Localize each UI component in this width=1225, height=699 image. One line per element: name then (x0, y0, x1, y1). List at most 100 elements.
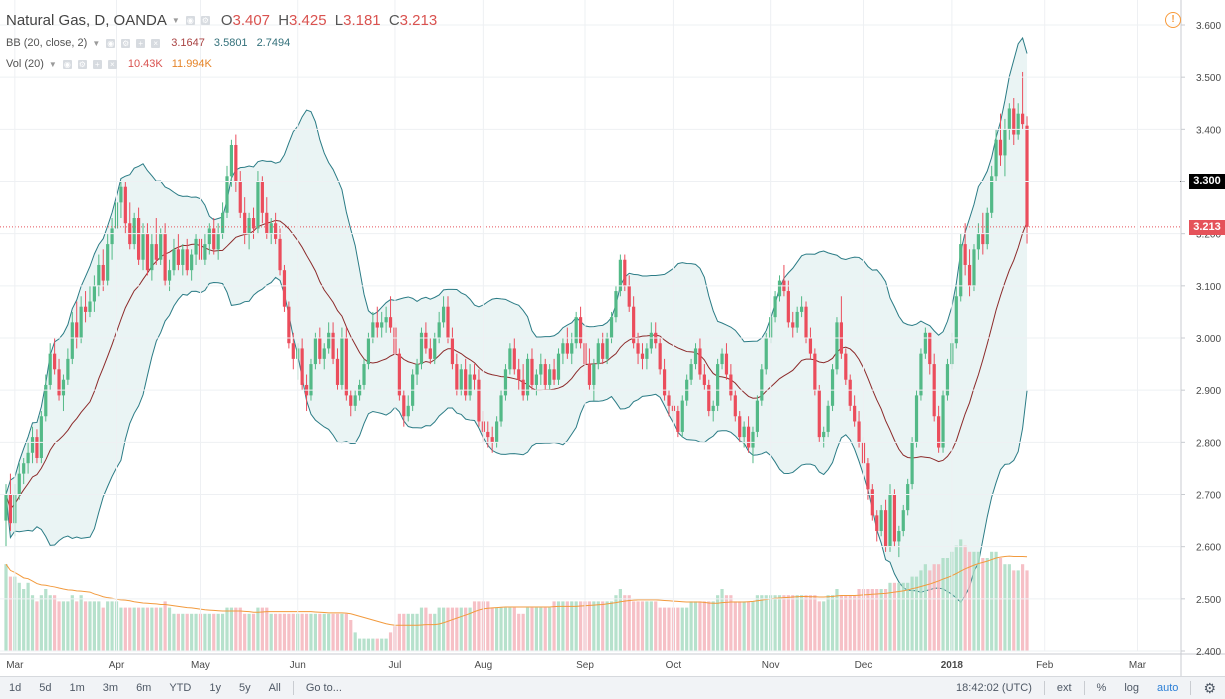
volume-bar (415, 613, 419, 651)
candle-body (773, 296, 777, 318)
log-toggle[interactable]: log (1124, 682, 1140, 694)
symbol-title[interactable]: Natural Gas, D, OANDA (6, 12, 167, 29)
candle-body (185, 249, 189, 271)
volume-bar (985, 558, 989, 651)
candle-body (990, 176, 994, 213)
candle-body (472, 374, 477, 380)
volume-bar (101, 607, 105, 651)
volume-bar (813, 595, 817, 651)
candle-body (220, 212, 225, 234)
volume-bar (437, 607, 441, 651)
bb-legend-name[interactable]: BB (20, close, 2) (6, 37, 88, 49)
settings-icon[interactable]: ⚙ (121, 38, 131, 48)
volume-bar (601, 601, 605, 651)
bb-upper-line (5, 36, 1028, 495)
range-3m[interactable]: 3m (102, 682, 119, 694)
candle-body (892, 494, 897, 542)
candle-body (879, 510, 883, 532)
settings-gear-icon[interactable]: ⚙ (1203, 679, 1216, 696)
vol-legend-name[interactable]: Vol (20) (6, 58, 44, 70)
volume-bar (495, 607, 499, 651)
candle-body (693, 348, 698, 365)
time-tick-label: Jun (290, 660, 306, 671)
volume-bar (632, 601, 636, 651)
volume-bar (499, 607, 503, 651)
candle-body (278, 238, 282, 271)
time-tick-label: Mar (1129, 660, 1147, 671)
candle-body (48, 353, 52, 385)
range-all[interactable]: All (268, 682, 281, 694)
candle-body (503, 369, 508, 396)
volume-bar (914, 576, 919, 651)
candle-body (424, 332, 428, 349)
candle-body (437, 322, 441, 338)
warning-icon[interactable]: ! (1165, 12, 1181, 28)
candle-body (428, 348, 432, 359)
vol-legend: Vol (20) ▼ ◉ ⚙ + × 10.43K 11.994K (6, 58, 212, 70)
candle-body (322, 348, 326, 359)
candle-body (216, 233, 220, 250)
candle-body (976, 233, 980, 250)
clock-time[interactable]: 18:42:02 (UTC) (956, 682, 1032, 694)
volume-bar (247, 613, 251, 651)
candle-body (844, 353, 848, 380)
candle-body (181, 249, 185, 265)
candle-body (441, 306, 446, 323)
candle-body (959, 244, 963, 297)
volume-bar (707, 601, 711, 651)
candle-body (260, 181, 264, 213)
candle-body (362, 364, 366, 385)
candle-body (994, 139, 998, 177)
price-chart[interactable]: 3.600 3.500 3.400 3.300 3.200 3.100 3.000 2.900… (0, 0, 1225, 676)
eye-icon[interactable]: ◉ (185, 16, 195, 25)
plus-icon[interactable]: + (92, 59, 102, 69)
settings-icon[interactable]: ⚙ (77, 59, 87, 69)
percent-toggle[interactable]: % (1096, 682, 1107, 694)
candle-body (79, 306, 83, 338)
toolbar-divider (292, 681, 294, 695)
range-1y[interactable]: 1y (209, 682, 221, 694)
volume-bar (17, 582, 21, 651)
vol-caret-icon[interactable]: ▼ (48, 59, 57, 69)
range-1d[interactable]: 1d (9, 682, 22, 694)
volume-bar (649, 601, 653, 651)
candle-body (800, 306, 804, 312)
volume-bar (570, 601, 574, 651)
eye-icon[interactable]: ◉ (106, 38, 116, 48)
volume-bar (486, 601, 490, 651)
candle-body (817, 390, 821, 438)
volume-bar (75, 601, 79, 651)
volume-bar (729, 595, 733, 651)
candle-body (406, 405, 410, 417)
candle-body (265, 212, 269, 234)
bb-caret-icon[interactable]: ▼ (92, 38, 101, 48)
plus-icon[interactable]: + (136, 38, 146, 48)
auto-toggle[interactable]: auto (1157, 682, 1179, 694)
volume-bar (720, 589, 724, 651)
settings-icon[interactable]: ⚙ (200, 16, 210, 25)
volume-bar (738, 601, 742, 651)
volume-bar (941, 558, 945, 651)
time-tick-label: Mar (6, 660, 24, 671)
eye-icon[interactable]: ◉ (62, 59, 72, 69)
volume-bar (539, 607, 543, 651)
symbol-caret-icon[interactable]: ▼ (171, 16, 180, 25)
candle-body (716, 364, 720, 406)
candle-body (486, 431, 490, 438)
candle-body (813, 353, 817, 391)
range-5y[interactable]: 5y (238, 682, 251, 694)
goto-button[interactable]: Go to... (305, 682, 342, 694)
close-icon[interactable]: × (151, 38, 161, 48)
volume-bar (892, 582, 897, 651)
range-1m[interactable]: 1m (69, 682, 85, 694)
range-5d[interactable]: 5d (39, 682, 52, 694)
close-icon[interactable]: × (107, 59, 117, 69)
candle-body (433, 338, 437, 359)
candle-body (459, 369, 463, 391)
volume-bar (1025, 570, 1029, 651)
range-6m[interactable]: 6m (136, 682, 152, 694)
range-ytd[interactable]: YTD (169, 682, 192, 694)
ext-toggle[interactable]: ext (1056, 682, 1072, 694)
volume-bar (428, 613, 432, 651)
candle-body (764, 338, 768, 370)
